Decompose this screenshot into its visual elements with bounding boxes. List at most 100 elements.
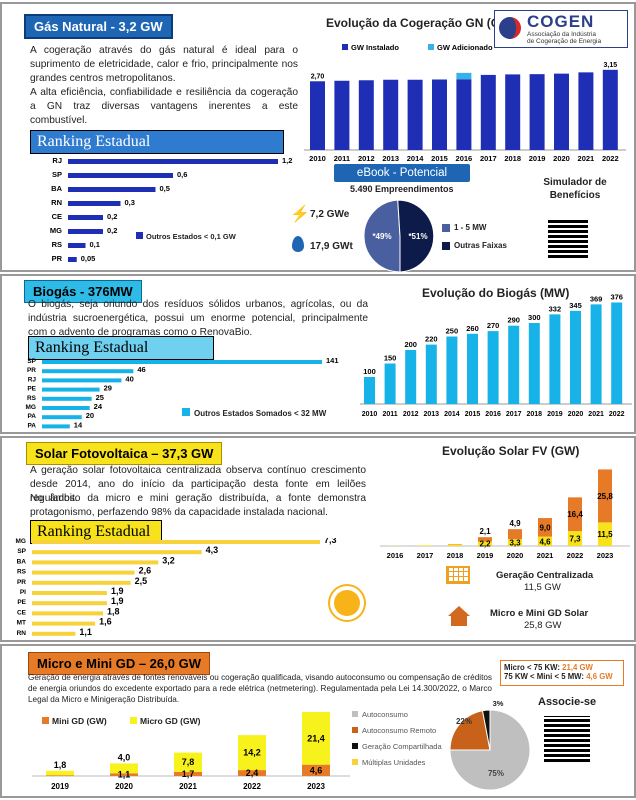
ranking-bar [42, 369, 134, 374]
data-label: 270 [487, 321, 500, 330]
data-label: 3,15 [603, 62, 617, 69]
gd-text: Geração de energia através de fontes ren… [28, 673, 492, 704]
gd-title: Micro e Mini GD – 26,0 GW [28, 652, 210, 675]
bar-instalado [529, 74, 545, 150]
gd-section: Micro e Mini GD – 26,0 GW Geração de ene… [0, 644, 636, 798]
ranking-value-label: 1,9 [111, 586, 124, 596]
ranking-bar [68, 159, 278, 164]
bar-centralizada [448, 544, 462, 546]
bar-mini-gd [174, 771, 202, 776]
bar [405, 350, 417, 404]
gd-summary-box: Micro < 75 KW: 21,4 GW 75 KW < Mini < 5 … [500, 660, 624, 686]
data-label-top: 4,0 [118, 752, 131, 762]
associe-se-link[interactable]: Associe-se [538, 696, 597, 708]
house-body-icon [451, 616, 467, 626]
ranking-bar [32, 540, 320, 544]
x-tick-label: 2012 [403, 411, 419, 418]
data-label: 220 [425, 335, 438, 344]
x-tick-label: 2023 [597, 551, 614, 560]
ranking-value-label: 2,6 [139, 566, 152, 576]
biogas-ranking-note: Outros Estados Somados < 32 MW [182, 408, 326, 418]
ranking-category-label: BA [17, 558, 27, 565]
bar [467, 333, 478, 404]
x-tick-label: 2017 [506, 411, 522, 418]
x-tick-label: 2013 [382, 154, 399, 163]
ranking-category-label: CE [52, 212, 62, 221]
x-tick-label: 2011 [334, 154, 350, 163]
biogas-evolution-chart: 100 2010 150 2011 200 2012 220 2013 250 2014 260 20… [360, 292, 632, 418]
x-tick-label: 2010 [362, 411, 378, 418]
gn-title: Gás Natural - 3,2 GW [24, 14, 173, 39]
ranking-value-label: 14 [74, 420, 83, 429]
ranking-category-label: MT [17, 620, 26, 627]
cogen-logo-subtitle-2: de Cogeração de Energia [527, 38, 602, 45]
x-tick-label: 2022 [243, 782, 261, 791]
ebook-button[interactable]: eBook - Potencial [334, 164, 470, 182]
simulador-qr-code[interactable] [548, 218, 588, 258]
legend-multiplas-unidades: Múltiplas Unidades [352, 758, 442, 767]
simulador-link[interactable]: Simulador de Benefícios [543, 177, 607, 201]
bar-micro-gd [238, 735, 266, 771]
sun-icon [334, 590, 360, 616]
ranking-bar [32, 560, 159, 565]
ranking-value-label: 141 [326, 358, 339, 365]
ranking-bar [32, 591, 107, 595]
ranking-category-label: PI [20, 589, 26, 596]
ranking-bar [68, 173, 173, 178]
ranking-category-label: PE [27, 386, 36, 393]
x-tick-label: 2018 [447, 551, 464, 560]
x-tick-label: 2022 [602, 154, 619, 163]
data-label-top: 4,9 [509, 519, 521, 528]
legend-label: GW Adicionado [437, 43, 493, 52]
bar [611, 302, 623, 404]
x-tick-label: 2020 [553, 154, 570, 163]
x-tick-label: 2019 [51, 782, 69, 791]
x-tick-label: 2019 [547, 411, 563, 418]
bar [425, 344, 437, 404]
bar [508, 325, 520, 404]
bar-centralizada [478, 541, 492, 546]
bar [590, 304, 602, 404]
ranking-category-label: MG [50, 226, 62, 235]
bar [487, 331, 499, 404]
ranking-value-label: 46 [137, 365, 145, 374]
ranking-bar [68, 201, 121, 206]
ranking-category-label: PR [27, 367, 36, 374]
data-label: 290 [507, 316, 520, 325]
cogen-logo: COGEN Associação da Indústria de Cogeraç… [494, 10, 628, 48]
solar-section: Solar Fotovoltaica – 37,3 GW A geração s… [0, 436, 636, 642]
bar-micro-gd [302, 712, 330, 765]
bar-instalado [456, 79, 472, 150]
ranking-bar [42, 406, 90, 410]
bar-gd [538, 518, 552, 537]
ranking-bar [42, 396, 92, 401]
solar-title: Solar Fotovoltaica – 37,3 GW [26, 442, 223, 465]
bar-instalado [310, 81, 325, 150]
gwt-value: 17,9 GWt [310, 241, 353, 252]
ranking-value-label: 0,2 [107, 212, 117, 221]
bar-gd [508, 529, 522, 540]
data-label-bottom: 2,4 [246, 768, 259, 778]
ranking-bar [42, 378, 122, 383]
ranking-category-label: BA [51, 184, 62, 193]
bar-micro-gd [110, 763, 138, 774]
cogen-logo-text: COGEN [527, 12, 595, 31]
x-tick-label: 2020 [568, 411, 584, 418]
x-tick-label: 2020 [115, 782, 133, 791]
ranking-bar [32, 611, 104, 616]
ranking-category-label: PA [27, 422, 36, 429]
x-tick-label: 2017 [480, 154, 497, 163]
gd-legend-mini: Mini GD (GW) [42, 716, 107, 726]
x-tick-label: 2016 [485, 411, 501, 418]
data-label: 250 [446, 327, 459, 336]
legend-label: GW Instalado [351, 43, 399, 52]
data-label-bottom: 1,1 [118, 770, 131, 780]
ranking-bar [42, 387, 100, 392]
biogas-title: Biogás - 376MW [24, 280, 142, 303]
pie-value-label: 75% [488, 769, 504, 778]
gn-text-1: A cogeração através do gás natural é ide… [30, 45, 298, 84]
bar [446, 336, 458, 404]
ranking-category-label: PE [17, 599, 26, 606]
associe-se-qr-code[interactable] [544, 716, 590, 762]
solar-gd-label: Micro e Mini GD Solar [490, 608, 589, 619]
